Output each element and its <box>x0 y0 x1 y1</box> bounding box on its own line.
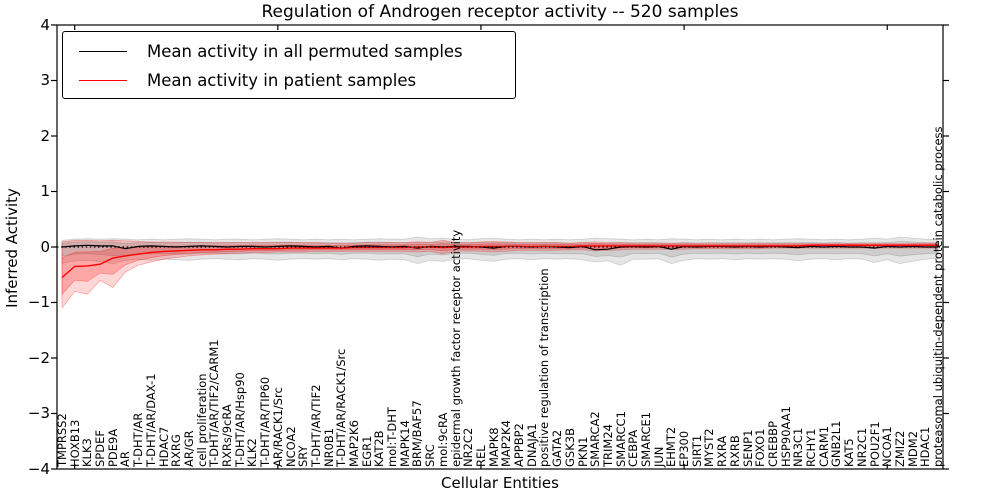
x-tick-label: CREBBP <box>765 421 780 467</box>
x-axis-label: Cellular Entities <box>441 474 559 492</box>
legend-line-sample-permuted <box>79 50 127 52</box>
x-tick-label: EHMT2 <box>664 426 679 467</box>
x-tick-label: KAT2B <box>372 430 387 467</box>
x-tick-label: PKN1 <box>575 436 590 467</box>
x-tick-label: AR/GR <box>181 430 196 467</box>
y-tick-label: 3 <box>40 71 50 89</box>
x-tick-label: SIRT1 <box>689 434 704 467</box>
y-tick-label: 2 <box>40 126 50 145</box>
x-tick-label: SRY <box>296 445 311 467</box>
legend-item-patient: Mean activity in patient samples <box>63 68 416 92</box>
x-tick-label: MAPK14 <box>397 420 412 467</box>
x-tick-label: KLK2 <box>245 438 260 467</box>
y-tick-label: 0 <box>40 237 50 256</box>
x-tick-label: proteasomal ubiquitin-dependent protein … <box>931 126 945 467</box>
x-tick-label: NR0B1 <box>321 427 336 467</box>
x-tick-label: BRM/BAF57 <box>410 400 425 467</box>
x-tick-label: NCOA1 <box>880 426 895 467</box>
x-tick-label: SMARCC1 <box>613 411 628 467</box>
legend: Mean activity in all permuted samples Me… <box>62 31 516 99</box>
x-tick-label: CARM1 <box>816 425 831 467</box>
x-tick-label: SMARCA2 <box>588 411 603 467</box>
x-tick-label: GATA2 <box>550 429 565 467</box>
x-tick-label: HDAC1 <box>918 426 933 467</box>
y-tick-label: −2 <box>27 348 50 367</box>
x-tick-label: AR/RACK1/Src <box>270 387 285 467</box>
x-tick-label: NR2C1 <box>854 427 869 467</box>
x-tick-label: mol:T-DHT <box>385 407 400 467</box>
legend-line-sample-patient <box>79 79 127 81</box>
legend-label-patient: Mean activity in patient samples <box>147 70 417 90</box>
x-tick-label: SRC <box>423 444 438 467</box>
x-tick-label: PDE9A <box>105 428 120 467</box>
x-tick-label: FOXO1 <box>753 428 768 467</box>
x-tick-label: EGR1 <box>359 435 374 468</box>
legend-label-permuted: Mean activity in all permuted samples <box>147 41 463 61</box>
x-tick-label: T-DHT/AR/TIP60 <box>258 376 273 467</box>
x-tick-label: MDM2 <box>905 430 920 467</box>
x-tick-label: APPBP2 <box>512 423 527 467</box>
x-tick-label: GSK3B <box>562 428 577 467</box>
y-tick-label: 1 <box>40 182 50 200</box>
x-tick-label: POU2F1 <box>867 421 882 467</box>
x-tick-label: RCHY1 <box>804 428 819 467</box>
x-tick-label: epidermal growth factor receptor activit… <box>448 229 463 467</box>
x-tick-label: JUN <box>651 446 666 467</box>
x-tick-label: ZMIZ2 <box>892 430 907 467</box>
x-tick-label: T-DHT/AR/Hsp90 <box>232 372 247 467</box>
x-tick-label: MAP2K4 <box>499 420 514 467</box>
x-tick-label: RXRG <box>169 434 184 467</box>
x-tick-label: NR3C1 <box>791 427 806 467</box>
x-tick-label: T-DHT/AR/TIF2/CARM1 <box>207 339 222 467</box>
x-tick-label: NR2C2 <box>461 427 476 467</box>
x-tick-label: MYST2 <box>702 428 717 467</box>
x-tick-label: HDAC7 <box>156 426 171 467</box>
x-tick-label: T-DHT/AR/RACK1/Src <box>334 348 349 467</box>
x-tick-label: SPDEF <box>93 430 108 467</box>
x-tick-label: EP300 <box>677 430 692 467</box>
y-tick-label: 4 <box>40 15 50 34</box>
x-tick-label: RXRB <box>727 435 742 467</box>
chart-title: Regulation of Androgen receptor activity… <box>261 2 739 22</box>
x-tick-label: RXRs/9cRA <box>220 404 235 467</box>
y-tick-label: −4 <box>27 459 50 478</box>
x-tick-label: KLK3 <box>80 438 95 467</box>
y-tick-label: −1 <box>27 293 50 311</box>
x-tick-label: mol:9cRA <box>435 412 450 467</box>
x-tick-label: KAT5 <box>842 438 857 467</box>
x-tick-label: HOXB13 <box>67 419 82 467</box>
legend-item-permuted: Mean activity in all permuted samples <box>63 39 463 63</box>
x-tick-label: positive regulation of transcription <box>537 268 552 467</box>
band-permuted-outer <box>61 236 939 266</box>
x-tick-label: T-DHT/AR <box>131 412 146 467</box>
y-tick-label: −3 <box>27 404 50 422</box>
x-tick-label: MAPK8 <box>486 427 501 467</box>
x-tick-label: DNAJA1 <box>524 423 539 467</box>
x-tick-label: HSP90AA1 <box>778 406 793 467</box>
x-tick-label: NCOA2 <box>283 426 298 467</box>
x-tick-label: AR <box>118 451 133 467</box>
x-tick-label: MAP2K6 <box>347 420 361 467</box>
x-tick-label: SMARCE1 <box>639 411 653 467</box>
x-tick-label: TMPRSS2 <box>55 413 69 467</box>
x-tick-label: cell proliferation <box>194 373 209 467</box>
x-tick-label: REL <box>473 445 488 467</box>
x-tick-label: CEBPA <box>626 429 641 467</box>
x-tick-label: T-DHT/AR/DAX-1 <box>143 373 158 467</box>
x-tick-label: RXRA <box>715 435 730 467</box>
x-tick-label: SENP1 <box>740 429 755 467</box>
x-tick-label: T-DHT/AR/TIF2 <box>308 384 323 467</box>
x-tick-label: TRIM24 <box>600 424 615 467</box>
x-tick-label: GNB2L1 <box>829 420 844 467</box>
